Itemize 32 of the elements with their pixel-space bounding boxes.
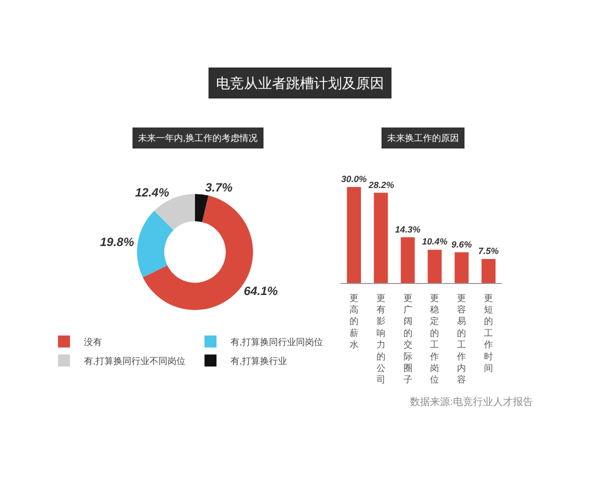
data-label: 28.2% <box>368 180 394 190</box>
legend-label: 有,打算换同行业不同岗位 <box>84 356 186 366</box>
x-tick-label: 更广阔的交际圈子 <box>403 292 412 385</box>
bar <box>454 252 469 283</box>
legend-label: 有,打算换行业 <box>230 356 288 366</box>
x-tick-label: 更高的薪水 <box>349 292 358 350</box>
data-label: 14.3% <box>395 224 421 234</box>
legend-label: 没有 <box>84 337 102 348</box>
x-tick-label: 更有影响力的公司 <box>376 292 386 385</box>
bar <box>374 192 388 283</box>
data-label: 19.8% <box>100 235 134 250</box>
data-label: 10.4% <box>422 236 448 247</box>
donut-slice <box>137 210 174 278</box>
data-label: 12.4% <box>135 185 170 200</box>
x-tick-label: 更短的工作时间 <box>483 292 494 373</box>
bar <box>428 250 442 283</box>
text: 电竞从业者跳槽计划及原因 <box>216 75 384 91</box>
bar <box>482 259 496 283</box>
data-label: 7.5% <box>478 246 499 256</box>
chart-title: 未来换工作的原因 <box>387 133 459 143</box>
donut-slice <box>195 194 208 222</box>
data-label: 9.6% <box>451 239 472 250</box>
data-label: 3.7% <box>205 180 233 194</box>
chart-title: 未来一年内,换工作的考虑情况 <box>138 133 258 143</box>
data-label: 64.1% <box>244 284 278 298</box>
bar <box>400 237 415 283</box>
source-note: 数据来源:电竞行业人才报告 <box>410 396 533 408</box>
x-tick-label: 更容易的工作内容 <box>456 292 466 385</box>
bar <box>346 187 361 283</box>
legend-label: 有,打算换同行业同岗位 <box>230 337 324 348</box>
data-label: 30.0% <box>341 174 367 184</box>
x-tick-label: 更稳定的工作岗位 <box>429 292 440 385</box>
